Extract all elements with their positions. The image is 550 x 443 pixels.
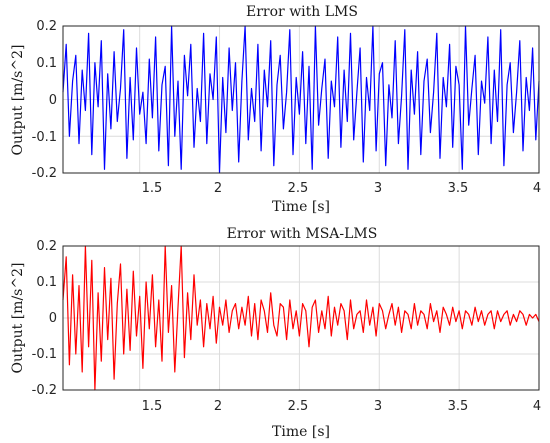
x-tick-labels: 1.5 2 2.5 3 3.5 4 [142,399,541,414]
chart-lms: Error with LMS 0.2 0.1 0 -0.1 -0.2 1.5 2… [10,4,541,215]
x-tick-label: 3 [374,181,382,196]
series-group [62,25,540,174]
x-tick-label: 3 [374,399,382,414]
y-tick-label: 0 [49,93,57,108]
x-tick-label: 4 [533,181,541,196]
x-tick-label: 2 [214,399,222,414]
x-axis-label: Time [s] [272,199,330,215]
x-tick-label: 2.5 [288,181,309,196]
y-tick-label: -0.2 [32,383,57,398]
x-axis-label: Time [s] [272,424,330,440]
y-tick-label: 0.2 [36,19,57,34]
plot-frame [62,245,540,391]
chart-title: Error with LMS [246,4,358,20]
x-tick-label: 3.5 [448,181,469,196]
y-tick-label: 0.1 [36,56,57,71]
plot-frame [62,25,540,174]
x-tick-label: 2 [214,181,222,196]
x-tick-label: 2.5 [288,399,309,414]
x-tick-label: 3.5 [448,399,469,414]
y-tick-label: -0.1 [32,347,57,362]
y-tick-label: 0.2 [36,239,57,254]
series-line [62,25,540,174]
x-tick-label: 4 [533,399,541,414]
y-tick-label: -0.2 [32,166,57,181]
y-axis-label: Output [m/s^2] [10,263,26,374]
y-tick-label: 0 [49,311,57,326]
x-tick-label: 1.5 [142,181,163,196]
y-axis-label: Output [m/s^2] [10,45,26,156]
chart-title: Error with MSA-LMS [227,226,378,242]
chart-msa-lms: Error with MSA-LMS 0.2 0.1 0 -0.1 -0.2 1… [10,226,541,440]
series-line [62,245,540,391]
x-tick-label: 1.5 [142,399,163,414]
y-tick-labels: 0.2 0.1 0 -0.1 -0.2 [32,19,57,181]
y-tick-label: -0.1 [32,130,57,145]
y-tick-label: 0.1 [36,275,57,290]
x-tick-labels: 1.5 2 2.5 3 3.5 4 [142,181,541,196]
series-group [62,245,540,391]
y-tick-labels: 0.2 0.1 0 -0.1 -0.2 [32,239,57,398]
